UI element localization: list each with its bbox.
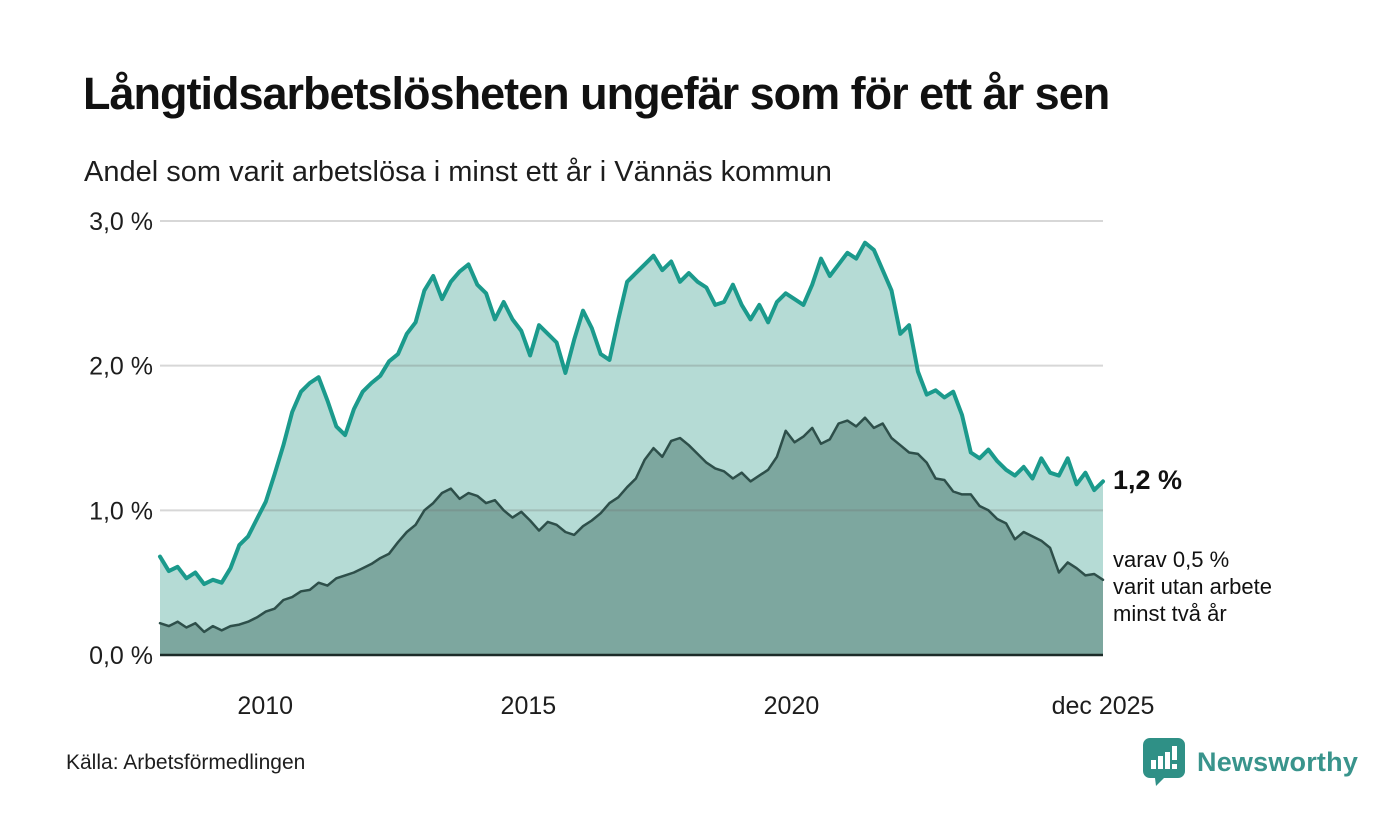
- svg-text:2020: 2020: [764, 692, 820, 720]
- page-subtitle: Andel som varit arbetslösa i minst ett å…: [84, 156, 832, 188]
- newsworthy-logo: Newsworthy: [1142, 737, 1358, 787]
- two-year-annotation: varav 0,5 % varit utan arbete minst två …: [1113, 546, 1272, 627]
- latest-value-annotation: 1,2 %: [1113, 465, 1183, 496]
- svg-text:3,0 %: 3,0 %: [89, 208, 153, 236]
- page-title: Långtidsarbetslösheten ungefär som för e…: [83, 68, 1110, 119]
- svg-text:2015: 2015: [501, 692, 557, 720]
- two-year-annotation-line: minst två år: [1113, 601, 1227, 626]
- source-attribution: Källa: Arbetsförmedlingen: [66, 751, 306, 774]
- svg-text:0,0 %: 0,0 %: [89, 642, 153, 670]
- two-year-annotation-line: varav 0,5 %: [1113, 547, 1230, 572]
- newsworthy-logo-text: Newsworthy: [1197, 746, 1359, 777]
- newsworthy-bars-bubble-icon: [1143, 738, 1185, 786]
- svg-text:2,0 %: 2,0 %: [89, 353, 153, 381]
- svg-text:2010: 2010: [237, 692, 293, 720]
- svg-text:dec 2025: dec 2025: [1052, 692, 1155, 720]
- two-year-annotation-line: varit utan arbete: [1113, 574, 1272, 599]
- svg-text:1,0 %: 1,0 %: [89, 497, 153, 525]
